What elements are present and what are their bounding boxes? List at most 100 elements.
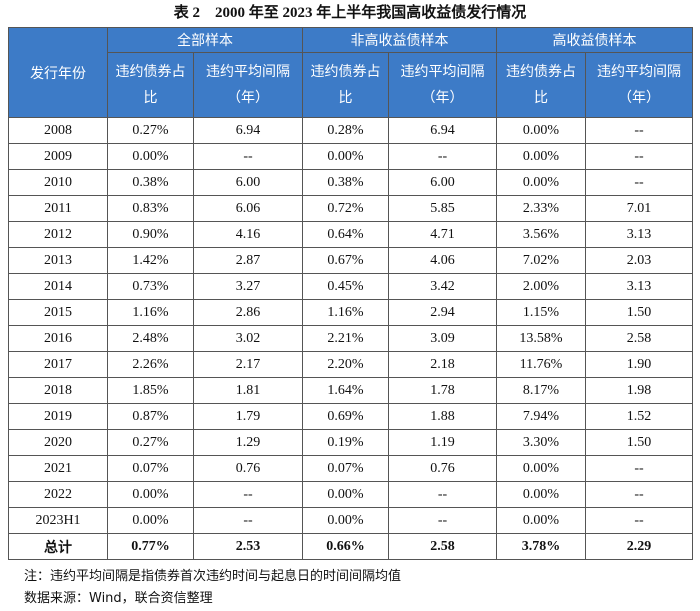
cell: 6.94 <box>193 117 303 144</box>
cell: 0.00% <box>302 507 389 534</box>
cell: 2.58 <box>585 325 693 352</box>
cell: 0.07% <box>302 455 389 482</box>
cell: 1.78 <box>388 377 497 404</box>
table-row: 2022 0.00% -- 0.00% -- 0.00% -- <box>8 481 693 508</box>
cell: 13.58% <box>496 325 586 352</box>
cell: 2018 <box>8 377 108 404</box>
cell: 0.27% <box>107 117 194 144</box>
table-row: 2019 0.87% 1.79 0.69% 1.88 7.94% 1.52 <box>8 403 693 430</box>
cell: 0.69% <box>302 403 389 430</box>
cell: -- <box>585 455 693 482</box>
cell: 1.98 <box>585 377 693 404</box>
cell: 1.64% <box>302 377 389 404</box>
cell: 2017 <box>8 351 108 378</box>
cell: 0.64% <box>302 221 389 248</box>
cell: 1.42% <box>107 247 194 274</box>
cell: 1.52 <box>585 403 693 430</box>
total-row: 总计 0.77% 2.53 0.66% 2.58 3.78% 2.29 <box>8 533 693 560</box>
table-row: 2016 2.48% 3.02 2.21% 3.09 13.58% 2.58 <box>8 325 693 352</box>
group-header: 高收益债样本 <box>496 27 693 53</box>
cell: 0.00% <box>496 507 586 534</box>
cell: -- <box>585 481 693 508</box>
cell: 0.67% <box>302 247 389 274</box>
column-header: 违约债券占比 <box>302 52 389 118</box>
note: 数据来源：Wind，联合资信整理 <box>24 591 213 606</box>
cell: 0.00% <box>107 481 194 508</box>
cell: 2.03 <box>585 247 693 274</box>
table-row: 2021 0.07% 0.76 0.07% 0.76 0.00% -- <box>8 455 693 482</box>
cell: 3.42 <box>388 273 497 300</box>
column-header: 违约债券占比 <box>107 52 194 118</box>
table-row: 2015 1.16% 2.86 1.16% 2.94 1.15% 1.50 <box>8 299 693 326</box>
cell: 0.00% <box>496 143 586 170</box>
cell: 0.73% <box>107 273 194 300</box>
cell: 1.50 <box>585 299 693 326</box>
cell: 1.85% <box>107 377 194 404</box>
cell: 2014 <box>8 273 108 300</box>
column-header: 违约债券占比 <box>496 52 586 118</box>
cell: 2013 <box>8 247 108 274</box>
cell: 1.19 <box>388 429 497 456</box>
cell: 2011 <box>8 195 108 222</box>
cell: 2.87 <box>193 247 303 274</box>
cell: 0.87% <box>107 403 194 430</box>
table-row: 2018 1.85% 1.81 1.64% 1.78 8.17% 1.98 <box>8 377 693 404</box>
cell: -- <box>388 507 497 534</box>
cell: 0.00% <box>496 117 586 144</box>
cell: -- <box>193 481 303 508</box>
group-header: 非高收益债样本 <box>302 27 497 53</box>
cell: 0.19% <box>302 429 389 456</box>
cell: 1.15% <box>496 299 586 326</box>
cell: 3.13 <box>585 221 693 248</box>
cell: 0.38% <box>302 169 389 196</box>
cell: 2020 <box>8 429 108 456</box>
column-header: 违约平均间隔（年） <box>388 52 497 118</box>
cell: 6.06 <box>193 195 303 222</box>
group-header: 全部样本 <box>107 27 303 53</box>
table-row: 2014 0.73% 3.27 0.45% 3.42 2.00% 3.13 <box>8 273 693 300</box>
cell: 0.00% <box>496 169 586 196</box>
cell: 11.76% <box>496 351 586 378</box>
cell: 2023H1 <box>8 507 108 534</box>
cell: 1.88 <box>388 403 497 430</box>
cell: 2.18 <box>388 351 497 378</box>
cell: 3.78% <box>496 533 586 560</box>
cell: 2015 <box>8 299 108 326</box>
table-title: 表 2 2000 年至 2023 年上半年我国高收益债发行情况 <box>173 5 527 21</box>
table-row: 2013 1.42% 2.87 0.67% 4.06 7.02% 2.03 <box>8 247 693 274</box>
cell: 1.90 <box>585 351 693 378</box>
table-row: 2010 0.38% 6.00 0.38% 6.00 0.00% -- <box>8 169 693 196</box>
cell: 2012 <box>8 221 108 248</box>
row-label-header: 发行年份 <box>8 27 108 118</box>
cell: 0.28% <box>302 117 389 144</box>
cell: 0.00% <box>496 481 586 508</box>
cell: 3.30% <box>496 429 586 456</box>
note: 注：违约平均间隔是指债券首次违约时间与起息日的时间间隔均值 <box>24 569 402 584</box>
cell: 3.27 <box>193 273 303 300</box>
cell: 2022 <box>8 481 108 508</box>
cell: 0.76 <box>388 455 497 482</box>
cell: 2.00% <box>496 273 586 300</box>
cell: 2.33% <box>496 195 586 222</box>
cell: 2009 <box>8 143 108 170</box>
table-row: 2011 0.83% 6.06 0.72% 5.85 2.33% 7.01 <box>8 195 693 222</box>
cell: 2021 <box>8 455 108 482</box>
column-header: 违约平均间隔（年） <box>193 52 303 118</box>
cell: 3.56% <box>496 221 586 248</box>
cell: 1.81 <box>193 377 303 404</box>
cell: 5.85 <box>388 195 497 222</box>
cell: 2.17 <box>193 351 303 378</box>
cell: 0.66% <box>302 533 389 560</box>
table-row: 2017 2.26% 2.17 2.20% 2.18 11.76% 1.90 <box>8 351 693 378</box>
table-row: 2020 0.27% 1.29 0.19% 1.19 3.30% 1.50 <box>8 429 693 456</box>
cell: 1.50 <box>585 429 693 456</box>
cell: 2.86 <box>193 299 303 326</box>
cell: -- <box>193 143 303 170</box>
cell: 0.77% <box>107 533 194 560</box>
cell: 0.38% <box>107 169 194 196</box>
cell: 3.13 <box>585 273 693 300</box>
cell: 2008 <box>8 117 108 144</box>
cell: 2.26% <box>107 351 194 378</box>
cell: -- <box>585 169 693 196</box>
